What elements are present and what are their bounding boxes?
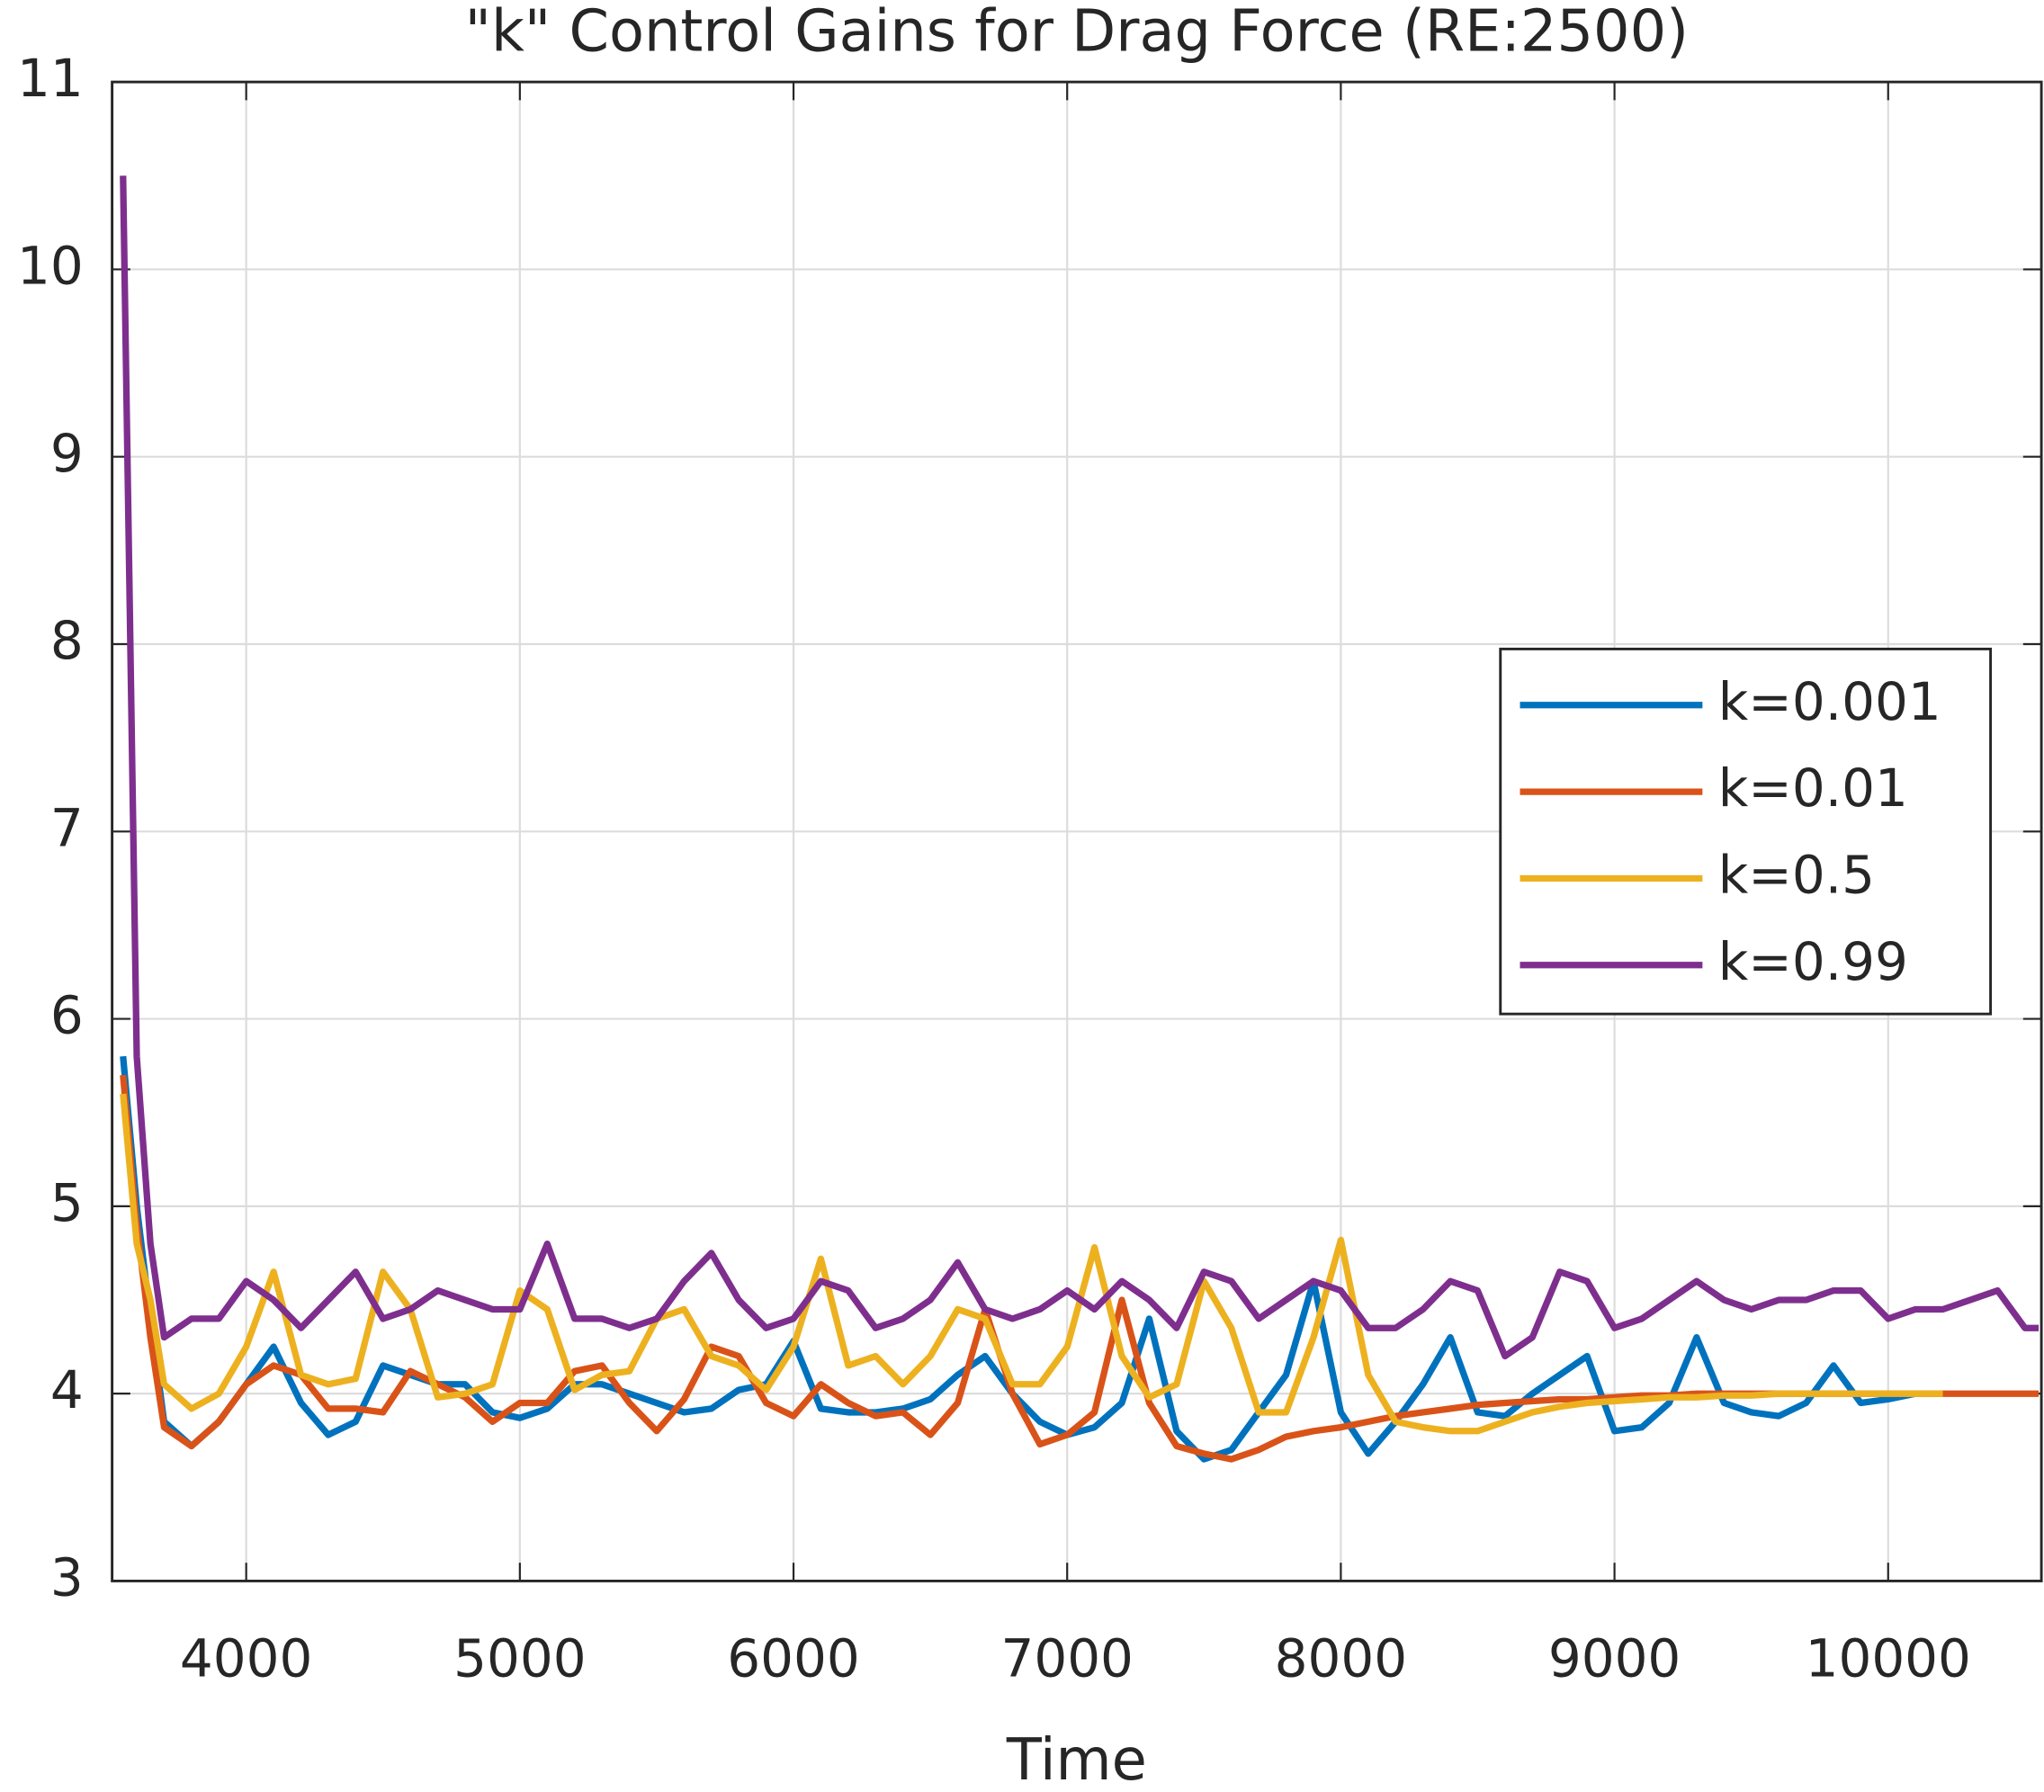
x-tick-label: 9000 — [1548, 1627, 1681, 1689]
x-tick-label: 5000 — [453, 1627, 586, 1689]
chart-title: "k" Control Gains for Drag Force (RE:250… — [465, 0, 1689, 66]
y-tick-label: 9 — [50, 423, 84, 484]
x-tick-label: 7000 — [1000, 1627, 1133, 1689]
y-tick-label: 5 — [50, 1172, 84, 1233]
x-tick-label: 10000 — [1806, 1627, 1971, 1689]
y-tick-label: 4 — [50, 1359, 84, 1420]
legend-label: k=0.01 — [1718, 757, 1908, 819]
series-line — [120, 1055, 1916, 1463]
y-tick-label: 7 — [50, 797, 84, 858]
y-tick-label: 10 — [17, 236, 84, 297]
legend-label: k=0.99 — [1718, 931, 1908, 992]
legend-label: k=0.001 — [1718, 671, 1941, 732]
x-tick-label: 4000 — [180, 1627, 312, 1689]
y-tick-label: 6 — [50, 985, 84, 1046]
series-line — [120, 175, 2040, 1360]
x-tick-label: 8000 — [1275, 1627, 1407, 1689]
x-axis-label: Time — [1006, 1727, 1147, 1792]
y-tick-label: 8 — [50, 610, 84, 671]
y-tick-label: 3 — [50, 1547, 84, 1608]
series-line — [120, 1093, 1943, 1435]
legend-label: k=0.5 — [1718, 845, 1875, 906]
x-tick-label: 6000 — [727, 1627, 859, 1689]
axes-box — [111, 80, 2043, 1582]
y-tick-label: 11 — [17, 48, 84, 109]
legend-box — [1499, 647, 1993, 1016]
